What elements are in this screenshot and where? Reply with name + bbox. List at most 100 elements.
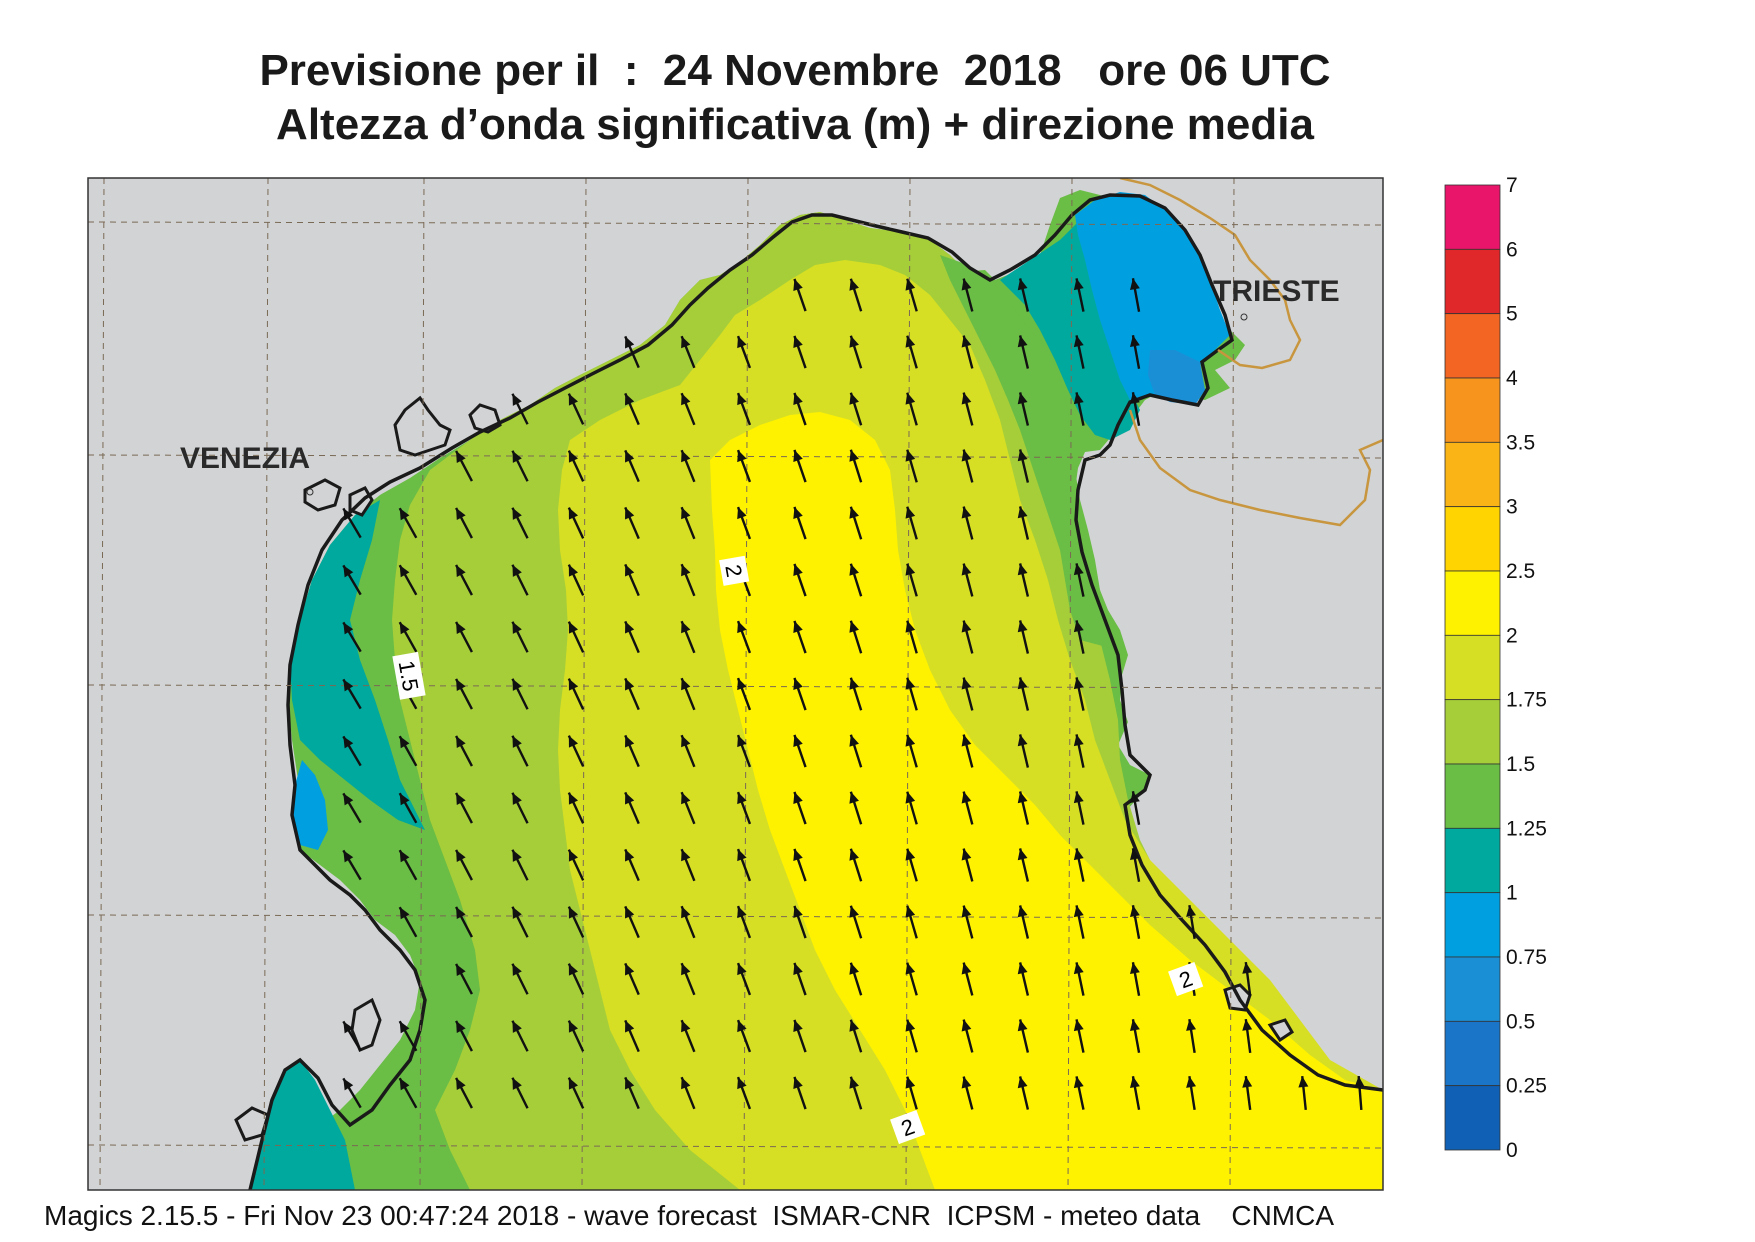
direction-arrowhead: [849, 1076, 859, 1089]
direction-arrowhead: [1017, 563, 1028, 576]
direction-arrowhead: [1130, 335, 1140, 347]
direction-arrowhead: [512, 963, 522, 976]
direction-arrowhead: [1017, 506, 1028, 519]
colorbar-swatch: [1444, 377, 1501, 443]
direction-arrowhead: [905, 905, 916, 918]
direction-arrowhead: [961, 791, 972, 804]
direction-arrowhead: [1017, 962, 1028, 975]
direction-arrowhead: [1073, 905, 1084, 918]
direction-arrowhead: [1186, 1019, 1197, 1031]
direction-arrowhead: [1354, 1076, 1365, 1088]
colorbar-label: 0.5: [1506, 1010, 1535, 1033]
colorbar-swatch: [1444, 1085, 1501, 1151]
direction-arrowhead: [961, 905, 972, 918]
direction-arrowhead: [343, 565, 354, 578]
colorbar-label: 1.75: [1506, 689, 1547, 712]
direction-arrowhead: [456, 507, 466, 521]
colorbar-swatch: [1444, 1020, 1501, 1087]
direction-arrowhead: [905, 563, 916, 576]
direction-arrowhead: [512, 450, 522, 463]
direction-arrowhead: [512, 564, 522, 577]
footer-credits: Magics 2.15.5 - Fri Nov 23 00:47:24 2018…: [44, 1200, 1335, 1231]
direction-arrowhead: [343, 850, 354, 863]
direction-arrowhead: [343, 736, 354, 749]
colorbar-swatch: [1444, 441, 1501, 508]
direction-arrowhead: [905, 506, 916, 519]
contour-label: 2: [1168, 962, 1204, 997]
direction-arrowhead: [681, 564, 691, 577]
direction-arrowhead: [737, 1020, 747, 1033]
direction-arrowhead: [849, 449, 859, 462]
colorbar-label: 0.75: [1506, 946, 1547, 969]
direction-arrowhead: [625, 621, 635, 634]
direction-arrowhead: [793, 392, 803, 405]
direction-arrowhead: [399, 622, 410, 635]
direction-arrowhead: [681, 336, 691, 349]
contour-label-text: 1.5: [394, 659, 424, 693]
direction-arrowhead: [625, 336, 635, 349]
direction-arrowhead: [399, 850, 410, 863]
direction-arrowhead: [905, 335, 916, 348]
direction-arrowhead: [793, 1019, 803, 1032]
direction-arrowhead: [681, 507, 691, 520]
direction-arrowhead: [1017, 620, 1028, 633]
direction-arrowhead: [399, 736, 410, 749]
direction-arrowhead: [905, 620, 916, 633]
direction-arrowhead: [568, 1020, 579, 1033]
direction-arrowhead: [793, 563, 803, 576]
direction-arrowhead: [681, 678, 691, 691]
colorbar-swatch: [1444, 827, 1501, 894]
direction-arrowhead: [961, 962, 972, 975]
direction-arrowhead: [1017, 1019, 1028, 1032]
colorbar-swatch: [1444, 506, 1501, 572]
direction-arrowhead: [568, 735, 579, 748]
direction-arrowhead: [512, 507, 522, 520]
direction-arrowhead: [905, 1076, 916, 1089]
band-1-25-1-5-east: [940, 255, 1118, 650]
direction-arrowhead: [1130, 962, 1140, 974]
direction-arrowhead: [625, 507, 635, 520]
direction-arrowhead: [625, 792, 635, 805]
band-2-2-5: [710, 412, 1383, 1190]
band-1-1-25: [290, 500, 425, 830]
direction-arrowhead: [568, 906, 579, 919]
direction-arrowhead: [737, 792, 747, 805]
direction-arrowhead: [456, 1020, 466, 1034]
direction-arrowhead: [905, 962, 916, 975]
direction-arrowhead: [1073, 1019, 1084, 1032]
direction-arrowhead: [1186, 1076, 1197, 1088]
place-label-venezia: VENEZIA: [180, 442, 310, 475]
colorbar-swatch: [1444, 699, 1501, 765]
direction-arrowhead: [568, 450, 579, 463]
direction-arrowhead: [1242, 1019, 1253, 1031]
colorbar-label: 3: [1506, 496, 1518, 519]
direction-arrowhead: [625, 1077, 635, 1090]
direction-arrowhead: [343, 679, 354, 692]
colorbar: 7 6 5 4 3.5 3 2.5 2 1.75 1.5 1.25 1 0.75 0.5 0.25 0: [1444, 174, 1547, 1162]
direction-arrowhead: [625, 450, 635, 463]
direction-arrowhead: [681, 963, 691, 976]
colorbar-swatch: [1444, 634, 1501, 701]
direction-arrowhead: [905, 848, 916, 861]
direction-arrowhead: [343, 622, 354, 635]
direction-arrowhead: [568, 849, 579, 862]
direction-arrowhead: [456, 792, 466, 806]
colorbar-label: 0: [1506, 1139, 1518, 1162]
direction-arrowhead: [512, 849, 522, 862]
direction-arrowhead: [456, 1077, 466, 1091]
direction-arrowhead: [961, 449, 972, 462]
direction-arrowhead: [568, 507, 579, 520]
direction-arrowhead: [512, 1020, 522, 1033]
direction-arrowhead: [456, 450, 466, 464]
direction-arrowhead: [849, 905, 859, 918]
direction-arrowhead: [456, 906, 466, 920]
direction-arrowhead: [1073, 677, 1084, 690]
contour-label: 1.5: [392, 651, 426, 700]
colorbar-label: 1: [1506, 882, 1518, 905]
direction-arrowhead: [512, 735, 522, 748]
direction-arrowhead: [905, 449, 916, 462]
direction-arrowhead: [961, 392, 972, 405]
colorbar-swatch: [1444, 892, 1501, 958]
direction-arrowhead: [1017, 734, 1028, 747]
direction-arrowhead: [793, 677, 803, 690]
